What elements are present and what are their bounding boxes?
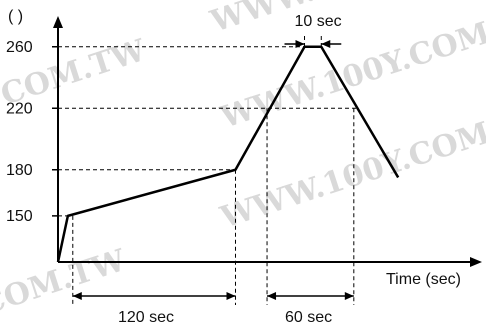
watermark-text-5: COM.TW	[0, 243, 131, 323]
y-tick-label-180: 180	[6, 162, 33, 179]
x-axis-label: Time (sec)	[386, 271, 461, 288]
temperature-line	[56, 45, 400, 263]
span-label-seg_60: 60 sec	[285, 309, 332, 324]
span-arrow-right-seg_10	[321, 40, 331, 48]
span-arrow-left-seg_60	[267, 292, 277, 300]
y-tick-labels: 150 180 220 260	[6, 39, 58, 225]
guide-lines	[58, 36, 358, 305]
span-arrow-right-seg_120	[226, 292, 236, 300]
x-axis-arrow	[470, 257, 482, 267]
span-label-seg_120: 120 sec	[118, 309, 174, 324]
series-layer	[56, 45, 400, 263]
span-arrow-right-seg_60	[344, 292, 354, 300]
y-axis-arrow	[53, 16, 63, 28]
span-label-seg_10: 10 sec	[295, 13, 342, 30]
span-annotations: 120 sec 60 sec 10 sec	[72, 13, 354, 324]
y-unit-label: ( )	[8, 8, 23, 25]
y-tick-label-220: 220	[6, 100, 33, 117]
span-arrow-left-seg_120	[72, 292, 82, 300]
y-tick-label-260: 260	[6, 39, 33, 56]
span-arrow-left-seg_10	[295, 40, 305, 48]
y-tick-label-150: 150	[6, 208, 33, 225]
